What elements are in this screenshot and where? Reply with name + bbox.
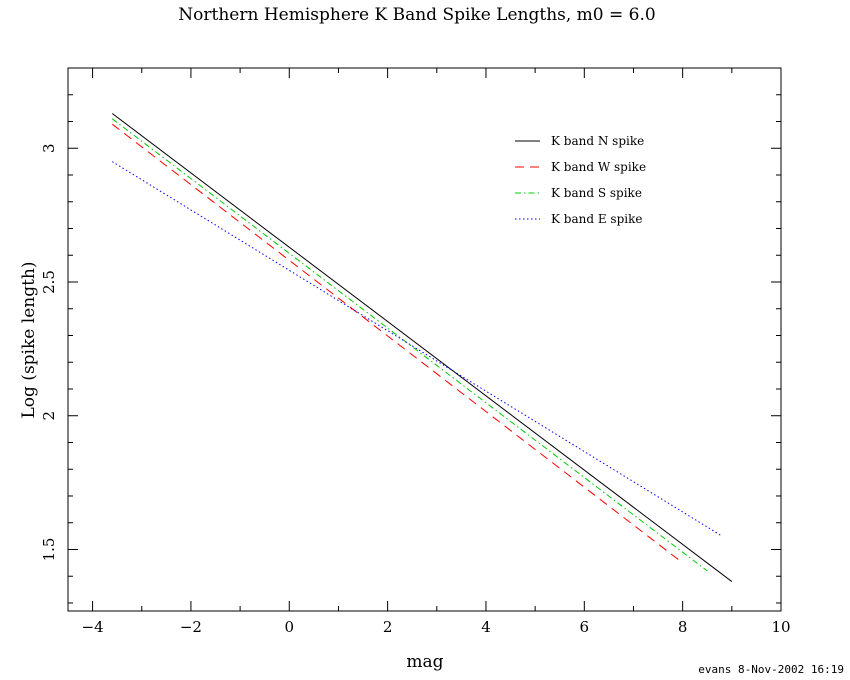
x-tick-label: −2 — [180, 618, 202, 636]
x-tick-label: 10 — [771, 618, 790, 636]
axis-ticks — [68, 67, 782, 611]
y-axis-label: Log (spike length) — [19, 262, 39, 419]
x-tick-label: 8 — [678, 618, 688, 636]
x-tick-label: 6 — [580, 618, 590, 636]
chart-title: Northern Hemisphere K Band Spike Lengths… — [178, 5, 655, 25]
y-tick-label: 2.5 — [40, 270, 58, 294]
plot-frame — [67, 67, 782, 612]
legend-label: K band W spike — [551, 160, 646, 174]
legend: K band N spike K band W spike K band S spi… — [515, 134, 646, 226]
y-tick-label: 1.5 — [40, 538, 58, 562]
axis-tick-labels: −4 −2 0 2 4 6 8 10 1.5 2 2.5 3 — [40, 143, 791, 636]
footer-stamp: evans 8-Nov-2002 16:19 — [698, 663, 844, 676]
series-lines — [111, 113, 733, 582]
x-tick-label: 2 — [383, 618, 393, 636]
x-axis-label: mag — [406, 652, 443, 672]
legend-label: K band N spike — [551, 134, 644, 148]
x-tick-label: 0 — [285, 618, 295, 636]
y-tick-label: 2 — [40, 411, 58, 421]
x-tick-label: −4 — [82, 618, 104, 636]
legend-label: K band S spike — [551, 186, 642, 200]
x-tick-label: 4 — [481, 618, 491, 636]
legend-label: K band E spike — [551, 212, 642, 226]
series-line-k-band-e-spike — [111, 161, 723, 537]
series-line-k-band-n-spike — [111, 113, 733, 582]
y-tick-label: 3 — [40, 143, 58, 153]
